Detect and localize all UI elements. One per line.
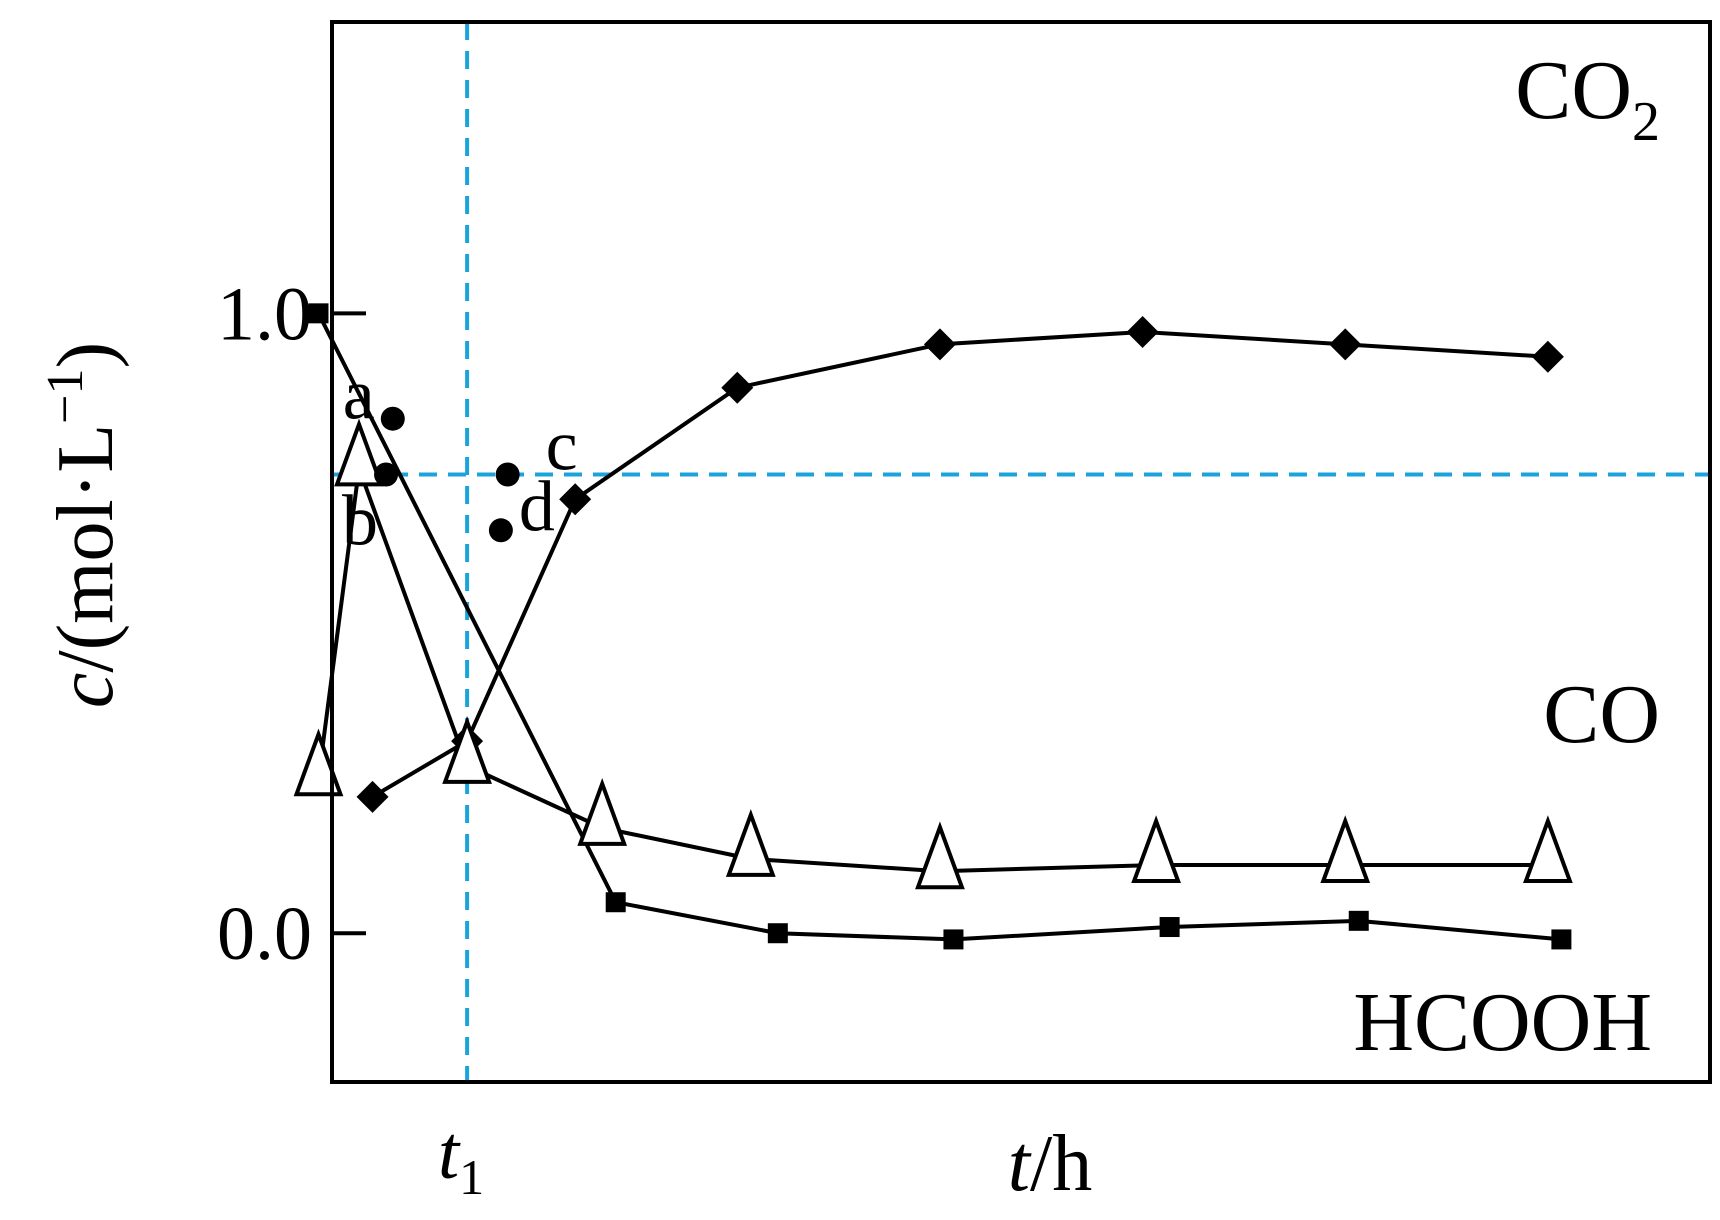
series-markers — [293, 303, 1573, 950]
y-axis-title-close: ) — [42, 342, 130, 369]
x-axis-title-italic: t — [1008, 1120, 1032, 1208]
axis-titles: t/hc/(mol·L−1) — [37, 342, 1092, 1208]
data-point-square — [767, 923, 788, 944]
state-point-label-b: b — [342, 481, 378, 561]
data-point-square — [1551, 929, 1572, 950]
series-label-0: CO2 — [1515, 44, 1660, 153]
y-axis-title: c/(mol·L−1) — [37, 342, 130, 708]
data-point-square — [1159, 917, 1180, 938]
state-point-label-d: d — [519, 466, 555, 546]
x-tick-label-sub: 1 — [459, 1149, 484, 1205]
axis-ticks: 0.0 1.0 t1 — [217, 272, 484, 1205]
state-point-d — [488, 518, 513, 543]
data-point-triangle — [915, 821, 965, 890]
data-point-square — [943, 929, 964, 950]
state-point-c — [495, 462, 520, 487]
state-point-a — [380, 406, 405, 431]
series-label-text: CO — [1515, 44, 1632, 137]
data-point-triangle — [1320, 815, 1371, 884]
series-label-1: CO — [1543, 668, 1660, 761]
plot-frame — [330, 20, 1712, 1084]
series-line-0 — [371, 329, 1549, 799]
x-axis-title-rest: /h — [1030, 1120, 1092, 1208]
reference-lines — [332, 22, 1710, 1082]
data-point-triangle — [1523, 815, 1573, 884]
data-point-triangle — [442, 716, 492, 784]
data-point-triangle — [577, 778, 628, 846]
data-point-diamond — [721, 371, 754, 404]
data-point-diamond — [559, 483, 592, 516]
data-point-triangle — [725, 809, 776, 877]
data-point-square — [605, 892, 626, 913]
state-point-b — [374, 462, 399, 487]
series-label-text: CO — [1543, 668, 1660, 761]
data-point-diamond — [1126, 315, 1159, 348]
data-point-square — [308, 303, 329, 324]
state-point-label-a: a — [343, 355, 375, 435]
data-point-triangle — [334, 418, 384, 487]
data-point-square — [1348, 910, 1369, 931]
x-tick-label: t1 — [438, 1111, 484, 1205]
data-point-diamond — [923, 328, 956, 361]
y-tick-label: 0.0 — [217, 892, 312, 976]
series-label-text: HCOOH — [1353, 976, 1652, 1069]
state-point-label-c: c — [546, 406, 578, 486]
data-point-diamond — [1329, 328, 1362, 361]
data-point-triangle — [293, 728, 344, 797]
y-axis-title-rest: /(mol·L — [42, 424, 130, 673]
data-point-diamond — [356, 780, 389, 813]
series-label-sub: 2 — [1632, 91, 1660, 153]
x-tick-label-main: t — [438, 1111, 461, 1195]
state-points: ab cd — [342, 355, 578, 561]
data-point-triangle — [1131, 815, 1181, 884]
series-label-2: HCOOH — [1353, 976, 1652, 1069]
y-axis-title-sup: −1 — [37, 368, 94, 423]
data-point-diamond — [1531, 340, 1564, 373]
y-axis-title-italic: c — [42, 673, 130, 709]
y-tick-label: 1.0 — [217, 272, 312, 356]
x-axis-title: t/h — [1008, 1120, 1092, 1208]
